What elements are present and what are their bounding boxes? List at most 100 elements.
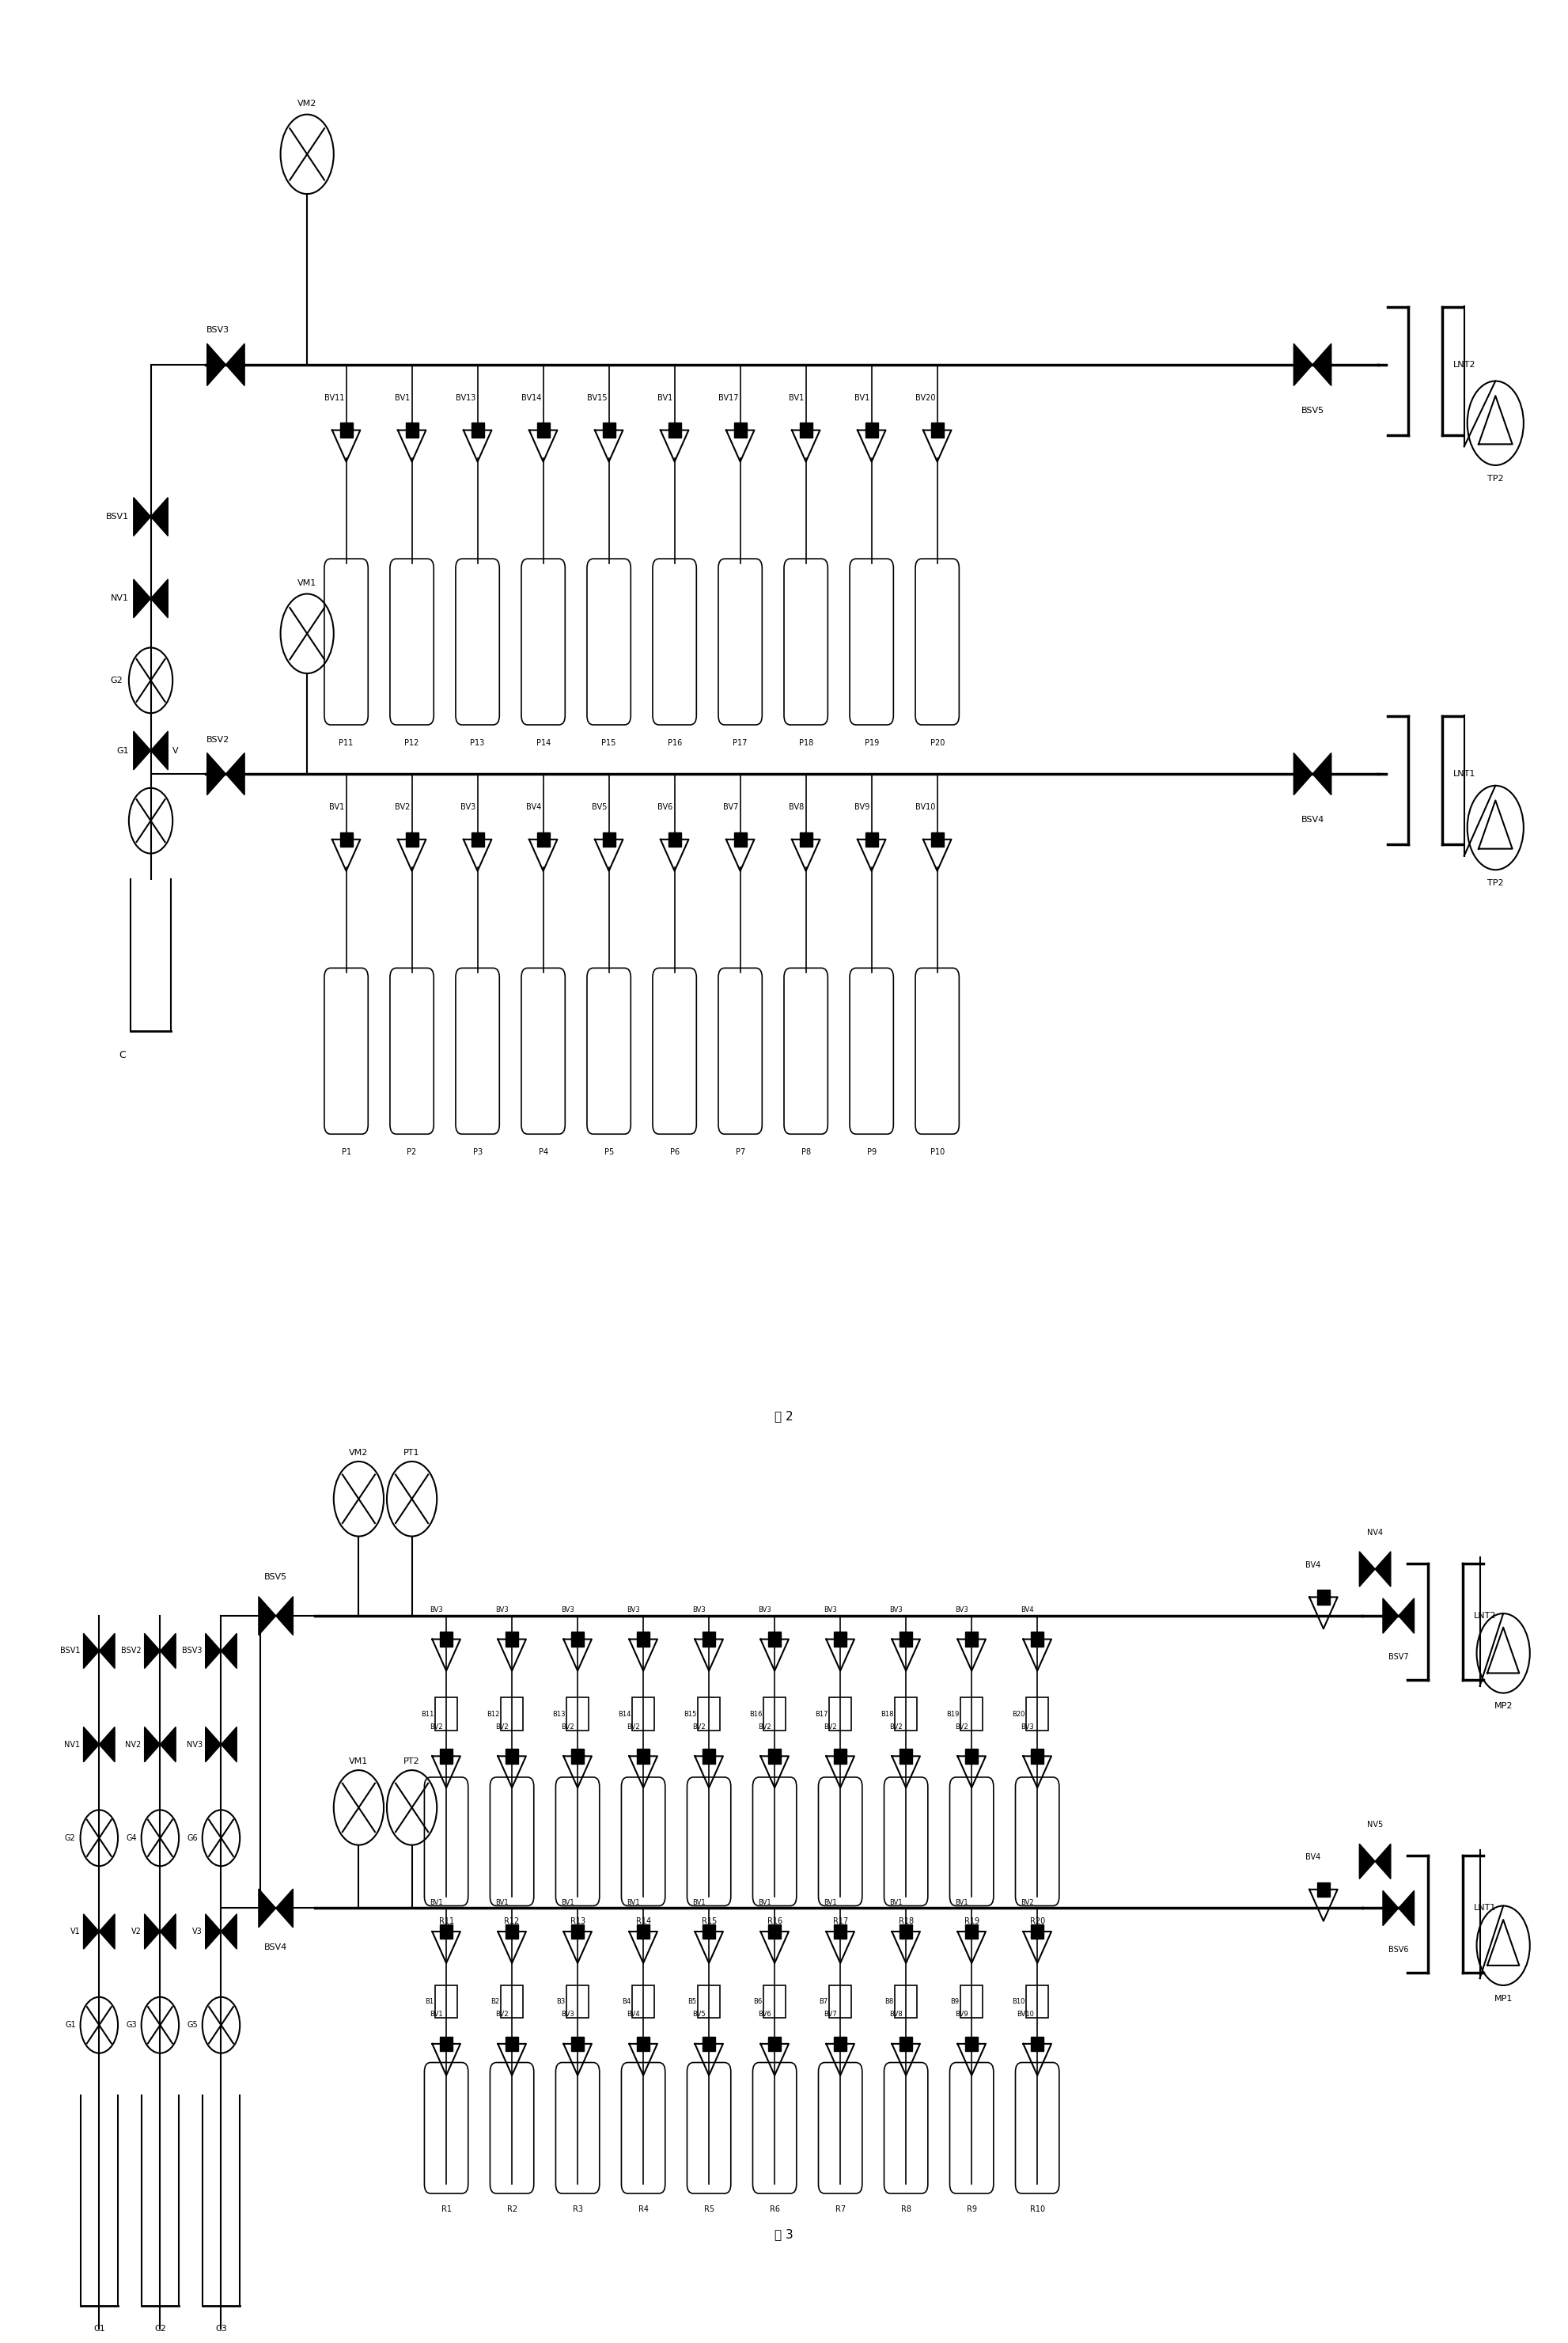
Text: NV2: NV2 (125, 1741, 141, 1748)
Polygon shape (1383, 1598, 1399, 1633)
Text: BV2: BV2 (889, 1724, 903, 1731)
Text: G6: G6 (187, 1835, 198, 1842)
Bar (571, 1924, 583, 1940)
Bar (895, 1699, 917, 1731)
Bar (961, 1985, 983, 2017)
Text: BSV5: BSV5 (1301, 408, 1323, 415)
Polygon shape (133, 731, 151, 771)
Text: BV2: BV2 (1021, 1898, 1035, 1905)
Text: R20: R20 (1030, 1917, 1044, 1926)
Text: BV5: BV5 (593, 804, 607, 811)
Text: BSV5: BSV5 (265, 1572, 287, 1582)
Bar (702, 1631, 715, 1647)
Bar (505, 1748, 519, 1764)
Bar (900, 1924, 913, 1940)
Text: TP2: TP2 (1488, 879, 1504, 888)
Bar (637, 2036, 649, 2050)
Text: BV1: BV1 (693, 1898, 706, 1905)
Text: NV4: NV4 (1367, 1528, 1383, 1537)
Bar (472, 422, 485, 438)
Text: NV5: NV5 (1367, 1821, 1383, 1828)
Text: BV9: BV9 (855, 804, 870, 811)
Bar (441, 1924, 453, 1940)
Bar (834, 1924, 847, 1940)
Bar (702, 1924, 715, 1940)
Polygon shape (276, 1888, 293, 1928)
Polygon shape (1312, 344, 1331, 387)
Text: B1: B1 (425, 1999, 434, 2006)
Bar (571, 1631, 583, 1647)
Polygon shape (1294, 752, 1312, 794)
Bar (931, 832, 944, 846)
Text: G1: G1 (116, 747, 129, 754)
Text: BV3: BV3 (693, 1607, 706, 1614)
Bar (632, 1985, 654, 2017)
Text: BV1: BV1 (627, 1898, 640, 1905)
Text: B4: B4 (622, 1999, 630, 2006)
Bar (966, 1748, 978, 1764)
Text: BV8: BV8 (889, 2010, 903, 2017)
Bar (571, 2036, 583, 2050)
Text: BSV2: BSV2 (121, 1647, 141, 1654)
Bar (472, 832, 485, 846)
Text: P15: P15 (602, 738, 616, 747)
Text: R19: R19 (964, 1917, 978, 1926)
Bar (768, 1631, 781, 1647)
Polygon shape (1359, 1844, 1375, 1879)
Text: BV13: BV13 (456, 394, 477, 403)
Text: BV3: BV3 (759, 1607, 771, 1614)
Text: BV2: BV2 (627, 1724, 640, 1731)
Bar (768, 1748, 781, 1764)
Text: BV4: BV4 (1021, 1607, 1035, 1614)
Text: BV1: BV1 (395, 394, 411, 403)
Bar (698, 1699, 720, 1731)
Text: BV2: BV2 (430, 1724, 444, 1731)
Bar (566, 1699, 588, 1731)
Text: BV1: BV1 (329, 804, 345, 811)
Polygon shape (151, 579, 168, 619)
Bar (931, 422, 944, 438)
Text: LNT1: LNT1 (1454, 771, 1475, 778)
Text: BV1: BV1 (495, 1898, 508, 1905)
Text: B15: B15 (684, 1710, 696, 1717)
Text: BV1: BV1 (789, 394, 804, 403)
Text: BV4: BV4 (1305, 1853, 1320, 1860)
Bar (505, 2036, 519, 2050)
Text: B11: B11 (420, 1710, 434, 1717)
Polygon shape (133, 497, 151, 537)
Text: PT1: PT1 (403, 1448, 420, 1457)
Text: VM2: VM2 (350, 1448, 368, 1457)
Bar (764, 1985, 786, 2017)
Bar (505, 1924, 519, 1940)
Bar (340, 422, 353, 438)
Text: C1: C1 (94, 2324, 105, 2331)
Text: BV4: BV4 (1305, 1560, 1320, 1570)
Bar (436, 1985, 458, 2017)
Bar (441, 2036, 453, 2050)
Text: BV4: BV4 (627, 2010, 640, 2017)
Bar (406, 422, 419, 438)
Text: BSV2: BSV2 (207, 736, 229, 743)
Bar (632, 1699, 654, 1731)
Polygon shape (207, 752, 226, 794)
Text: R11: R11 (439, 1917, 453, 1926)
Text: BV2: BV2 (693, 1724, 706, 1731)
Text: G5: G5 (187, 2022, 198, 2029)
Bar (668, 832, 681, 846)
Text: G1: G1 (64, 2022, 75, 2029)
Bar (895, 1985, 917, 2017)
Text: BV3: BV3 (561, 1607, 574, 1614)
Text: G2: G2 (110, 677, 122, 684)
Text: C: C (119, 1050, 125, 1059)
Text: 图 3: 图 3 (775, 2228, 793, 2240)
Text: B9: B9 (950, 1999, 960, 2006)
Text: P16: P16 (668, 738, 682, 747)
Polygon shape (99, 1633, 114, 1668)
Bar (900, 1631, 913, 1647)
Text: B2: B2 (491, 1999, 500, 2006)
Text: P20: P20 (930, 738, 944, 747)
Text: BSV1: BSV1 (60, 1647, 80, 1654)
Bar (536, 832, 549, 846)
Text: BV6: BV6 (759, 2010, 771, 2017)
Bar (698, 1985, 720, 2017)
